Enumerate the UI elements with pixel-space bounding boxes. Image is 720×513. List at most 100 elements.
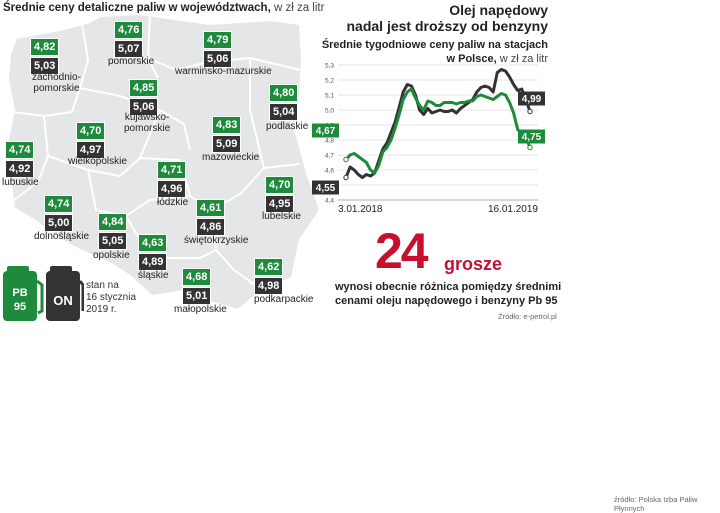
pb95-price: 4,74 <box>5 141 35 159</box>
on-price: 4,86 <box>196 218 226 236</box>
chart-source: Źródło: e-petrol.pl <box>498 312 557 321</box>
series-line-pb95 <box>344 87 532 175</box>
region-label-pomorskie: pomorskie <box>108 56 155 67</box>
on-price: 5,05 <box>98 232 128 250</box>
map-title: Średnie ceny detaliczne paliw w wojewódz… <box>3 2 324 14</box>
y-tick-label: 5,0 <box>325 108 334 115</box>
region-label-lubelskie: lubelskie <box>262 211 301 222</box>
on-price: 5,00 <box>44 214 74 232</box>
region-label-line: pomorskie <box>124 123 171 134</box>
pb95-price: 4,83 <box>212 116 242 134</box>
series-endpoint-marker <box>527 108 533 115</box>
on-price: 4,97 <box>76 141 106 159</box>
region-label-warminsko-mazurskie: warmińsko-mazurskie <box>175 66 272 77</box>
price-line-chart: 5,35,25,15,04,94,84,74,64,54,4 4,554,994… <box>312 63 545 215</box>
chart-title-line-2: nadal jest droższy od benzyny <box>346 18 549 34</box>
fuel-pumps-legend: PB 95 ON <box>3 266 84 321</box>
region-dolnoslaskie: 4,74 5,00 <box>44 194 74 232</box>
pb95-price: 4,74 <box>44 195 74 213</box>
chart-subtitle-text: w Polsce, <box>446 53 497 65</box>
legend-note-line: stan na <box>86 280 119 291</box>
region-warminsko-mazurskie: 4,79 5,06 <box>203 30 233 68</box>
series-endpoint-marker <box>527 144 533 151</box>
on-price: 5,06 <box>203 50 233 68</box>
series-line-on <box>344 68 532 179</box>
region-label-lodzkie: łódzkie <box>157 197 189 208</box>
region-zachodniopomorskie: 4,82 5,03 <box>30 37 60 75</box>
region-label-kujawsko-pomorskie: kujawsko- pomorskie <box>124 112 170 134</box>
highlight-description-line-2: cenami oleju napędowego i benzyny Pb 95 <box>335 295 558 307</box>
pb95-price: 4,84 <box>98 213 128 231</box>
region-label-line: zachodnio- <box>32 72 81 83</box>
on-price: 4,96 <box>157 180 187 198</box>
pb95-price: 4,62 <box>254 258 284 276</box>
end-value-label-box <box>518 91 545 106</box>
pb95-price: 4,68 <box>182 268 212 286</box>
series-endpoint-marker <box>343 174 349 181</box>
legend-note-line: 16 stycznia <box>86 292 137 303</box>
end-value-label-box <box>518 129 545 144</box>
on-price: 5,07 <box>114 40 144 58</box>
region-opolskie: 4,84 5,05 <box>98 212 128 250</box>
pb95-price: 4,71 <box>157 161 187 179</box>
map-title-text: Średnie ceny detaliczne paliw w wojewódz… <box>3 2 271 14</box>
region-label-line: pomorskie <box>33 83 80 94</box>
region-wielkopolskie: 4,70 4,97 <box>76 121 106 159</box>
pb95-price: 4,63 <box>138 234 168 252</box>
legend-note-line: 2019 r. <box>86 304 117 315</box>
on-price: 5,04 <box>269 103 299 121</box>
y-tick-label: 4,4 <box>325 198 334 205</box>
on-label: ON <box>53 293 73 308</box>
region-label-slaskie: śląskie <box>138 270 169 281</box>
start-value-label-box <box>312 123 339 138</box>
region-malopolskie: 4,68 5,01 <box>182 267 212 305</box>
region-label-wielkopolskie: wielkopolskie <box>68 156 127 167</box>
region-label-swietokrzyskie: świętokrzyskie <box>184 235 249 246</box>
chart-subtitle-unit: w zł za litr <box>499 53 548 65</box>
on-price: 4,98 <box>254 277 284 295</box>
chart-value-labels: 4,55 4,99 4,67 4,75 <box>312 91 545 195</box>
region-podkarpackie: 4,62 4,98 <box>254 257 284 295</box>
highlight-description-line-1: wynosi obecnie różnica pomiędzy średnimi <box>335 281 562 293</box>
region-swietokrzyskie: 4,61 4,86 <box>196 198 226 236</box>
region-mazowieckie: 4,83 5,09 <box>212 115 242 153</box>
chart-gridlines <box>338 64 538 201</box>
map-title-unit: w zł za litr <box>273 2 325 14</box>
on-price: 4,89 <box>138 253 168 271</box>
chart-title-line-1: Olej napędowy <box>449 2 548 18</box>
pb95-price: 4,61 <box>196 199 226 217</box>
start-value-label-box <box>312 180 339 195</box>
pb95-price: 4,70 <box>265 176 295 194</box>
chart-x-labels: 3.01.2018 16.01.2019 <box>338 204 538 215</box>
pb95-price: 4,76 <box>114 21 144 39</box>
chart-subtitle-line-2: w Polsce, w zł za litr <box>447 53 548 65</box>
pb-label-1: PB <box>12 287 27 299</box>
series-endpoint-marker <box>343 156 349 163</box>
pb95-price: 4,85 <box>129 79 159 97</box>
end-value-label: 4,75 <box>522 132 542 143</box>
pb-label-2: 95 <box>14 301 26 313</box>
on-price: 4,95 <box>265 195 295 213</box>
on-price: 5,09 <box>212 135 242 153</box>
region-lubelskie: 4,70 4,95 <box>265 175 295 213</box>
map-source: źródło: Polska Izba Paliw Płynnych <box>614 495 698 513</box>
x-label-start: 3.01.2018 <box>338 204 383 215</box>
on-price: 5,03 <box>30 57 60 75</box>
region-slaskie: 4,63 4,89 <box>138 233 168 271</box>
y-tick-label: 5,2 <box>325 78 334 85</box>
region-label-dolnoslaskie: dolnośląskie <box>34 231 90 242</box>
on-price: 5,01 <box>182 287 212 305</box>
on-price: 4,92 <box>5 160 35 178</box>
start-value-label: 4,55 <box>316 183 336 194</box>
region-kujawsko-pomorskie: 4,85 5,06 <box>129 78 159 116</box>
pb95-price: 4,82 <box>30 38 60 56</box>
region-label-lubuskie: lubuskie <box>2 177 39 188</box>
highlight-unit: grosze <box>444 254 503 274</box>
region-label-mazowieckie: mazowieckie <box>202 152 260 163</box>
region-lubuskie: 4,74 4,92 <box>5 140 35 178</box>
pb95-pump-icon: PB 95 <box>3 266 44 321</box>
y-tick-label: 4,8 <box>325 138 334 145</box>
region-podlaskie: 4,80 5,04 <box>269 83 299 121</box>
pb95-price: 4,79 <box>203 31 233 49</box>
region-label-zachodniopomorskie: zachodnio- pomorskie <box>32 72 81 94</box>
